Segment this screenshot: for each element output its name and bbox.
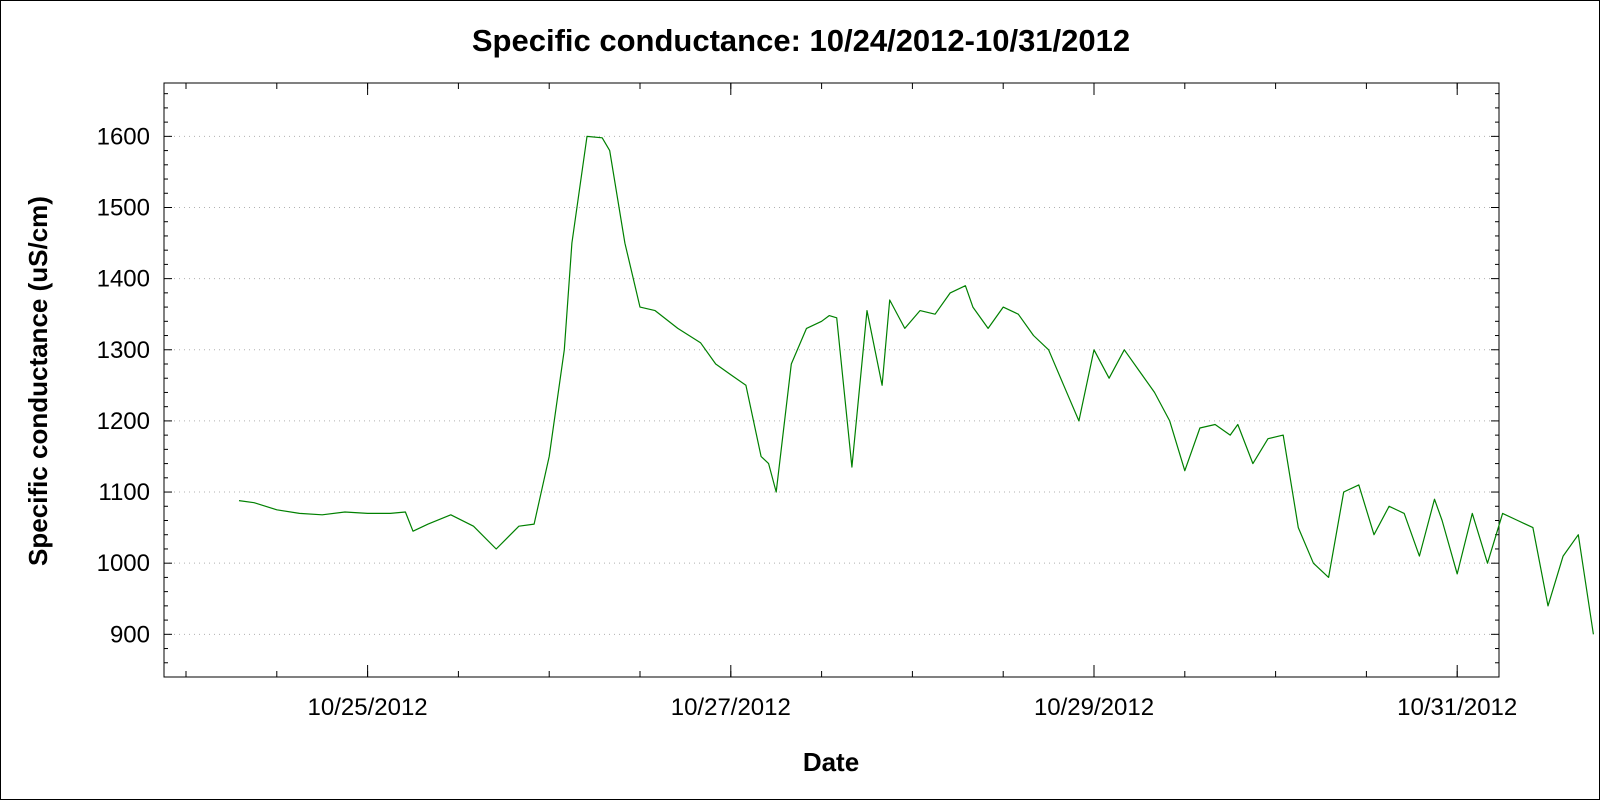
plot-area (163, 82, 1500, 678)
y-tick-label: 1200 (97, 408, 150, 435)
y-tick-label: 900 (110, 621, 150, 648)
y-tick-label: 1600 (97, 123, 150, 150)
x-axis-label: Date (803, 747, 859, 777)
y-tick-label: 1300 (97, 337, 150, 364)
series-layer (238, 135, 1594, 635)
y-tick-label: 1100 (98, 479, 150, 506)
y-tick-label: 1000 (97, 550, 150, 577)
x-tick-label: 10/31/2012 (1397, 694, 1517, 721)
grid-layer (164, 135, 1499, 635)
y-tick-label: 1500 (97, 194, 150, 221)
series-line (238, 135, 1594, 635)
tick-layer: 900 1000 1100 1200 1300 1400 1500 1600 10/25/201… (97, 83, 1517, 721)
chart-title: Specific conductance: 10/24/2012-10/31/2… (472, 23, 1130, 58)
y-axis-label: Specific conductance (uS/cm) (23, 196, 53, 566)
x-tick-label: 10/25/2012 (308, 694, 428, 721)
x-tick-label: 10/27/2012 (671, 694, 791, 721)
y-tick-label: 1400 (97, 266, 150, 293)
x-tick-label: 10/29/2012 (1034, 694, 1154, 721)
